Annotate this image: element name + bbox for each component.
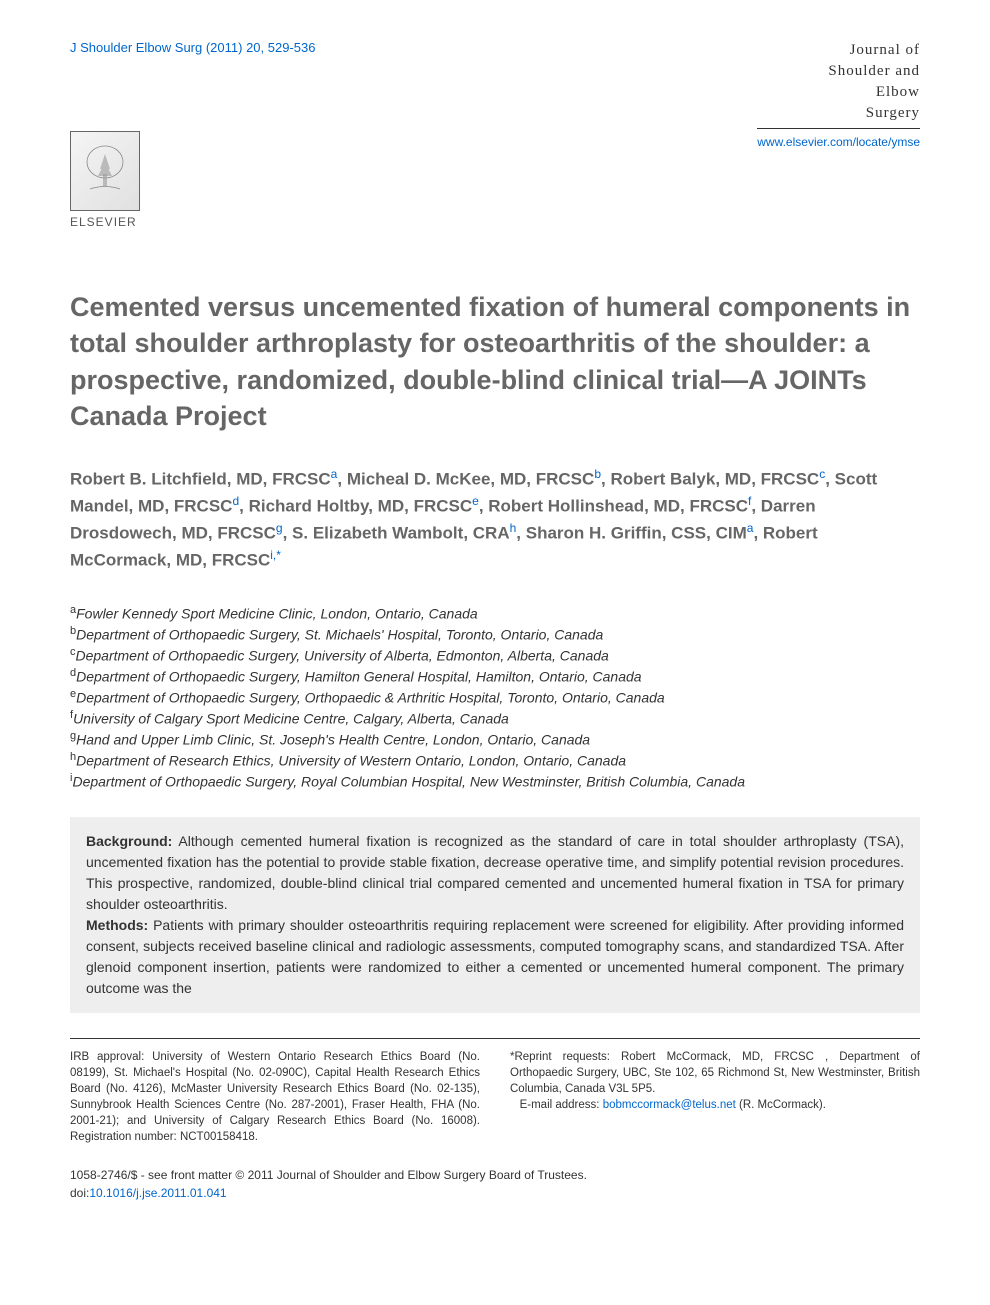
- author-affiliation-marker: e: [472, 494, 479, 508]
- affiliation-line: gHand and Upper Limb Clinic, St. Joseph'…: [70, 729, 920, 750]
- citation-text: J Shoulder Elbow Surg (2011) 20, 529-536: [70, 40, 315, 55]
- journal-url-link[interactable]: www.elsevier.com/locate/ymse: [757, 135, 920, 149]
- irb-approval-text: IRB approval: University of Western Onta…: [70, 1049, 480, 1146]
- publication-info: 1058-2746/$ - see front matter © 2011 Jo…: [70, 1166, 920, 1202]
- journal-title: Journal of Shoulder and Elbow Surgery: [757, 40, 920, 129]
- author-affiliation-marker: a: [747, 521, 754, 535]
- doi-line: doi:10.1016/j.jse.2011.01.041: [70, 1184, 920, 1202]
- affiliation-line: aFowler Kennedy Sport Medicine Clinic, L…: [70, 603, 920, 624]
- author-affiliation-marker: c: [819, 467, 825, 481]
- methods-label: Methods:: [86, 917, 148, 933]
- affiliation-marker: a: [70, 604, 76, 616]
- background-label: Background:: [86, 833, 172, 849]
- author-affiliation-marker: i,*: [270, 548, 281, 562]
- author-name: Sharon H. Griffin, CSS, CIM: [526, 524, 747, 543]
- affiliation-marker: i: [70, 772, 72, 784]
- elsevier-logo-container: ELSEVIER: [70, 131, 140, 229]
- background-text: Although cemented humeral fixation is re…: [86, 833, 904, 912]
- affiliation-marker: b: [70, 625, 76, 637]
- issn-copyright: 1058-2746/$ - see front matter © 2011 Jo…: [70, 1166, 920, 1184]
- author-name: S. Elizabeth Wambolt, CRA: [292, 524, 510, 543]
- author-affiliation-marker: g: [276, 521, 283, 535]
- author-name: Robert Balyk, MD, FRCSC: [610, 469, 819, 488]
- author-name: Robert Hollinshead, MD, FRCSC: [488, 497, 748, 516]
- affiliation-marker: g: [70, 730, 76, 742]
- affiliation-line: fUniversity of Calgary Sport Medicine Ce…: [70, 708, 920, 729]
- methods-text: Patients with primary shoulder osteoarth…: [86, 917, 904, 996]
- reprint-contact: *Reprint requests: Robert McCormack, MD,…: [510, 1049, 920, 1146]
- affiliation-line: hDepartment of Research Ethics, Universi…: [70, 750, 920, 771]
- affiliation-marker: h: [70, 751, 76, 763]
- journal-identity: Journal of Shoulder and Elbow Surgery ww…: [757, 40, 920, 151]
- journal-line: Journal of: [850, 42, 920, 58]
- affiliation-marker: c: [70, 646, 76, 658]
- author-affiliation-marker: h: [510, 521, 517, 535]
- affiliation-line: dDepartment of Orthopaedic Surgery, Hami…: [70, 666, 920, 687]
- reprint-text: *Reprint requests: Robert McCormack, MD,…: [510, 1051, 920, 1095]
- doi-prefix: doi:: [70, 1186, 89, 1200]
- elsevier-tree-icon: [70, 131, 140, 211]
- email-label: E-mail address:: [520, 1099, 603, 1111]
- author-name: Robert B. Litchfield, MD, FRCSC: [70, 469, 331, 488]
- email-suffix: (R. McCormack).: [736, 1099, 826, 1111]
- author-affiliation-marker: d: [232, 494, 239, 508]
- doi-link[interactable]: 10.1016/j.jse.2011.01.041: [89, 1186, 226, 1200]
- affiliation-line: iDepartment of Orthopaedic Surgery, Roya…: [70, 771, 920, 792]
- author-affiliation-marker: f: [748, 494, 751, 508]
- affiliation-line: cDepartment of Orthopaedic Surgery, Univ…: [70, 645, 920, 666]
- author-name: Richard Holtby, MD, FRCSC: [249, 497, 473, 516]
- author-name: Micheal D. McKee, MD, FRCSC: [347, 469, 595, 488]
- affiliation-marker: f: [70, 709, 73, 721]
- affiliation-marker: d: [70, 667, 76, 679]
- author-list: Robert B. Litchfield, MD, FRCSCa, Michea…: [70, 465, 920, 574]
- journal-line: Elbow: [876, 84, 920, 100]
- abstract-box: Background: Although cemented humeral fi…: [70, 817, 920, 1013]
- footer-notes: IRB approval: University of Western Onta…: [70, 1038, 920, 1146]
- journal-line: Shoulder and: [828, 63, 920, 79]
- author-affiliation-marker: b: [594, 467, 601, 481]
- affiliation-list: aFowler Kennedy Sport Medicine Clinic, L…: [70, 603, 920, 792]
- journal-line: Surgery: [866, 105, 920, 121]
- publisher-label: ELSEVIER: [70, 215, 140, 229]
- affiliation-line: bDepartment of Orthopaedic Surgery, St. …: [70, 624, 920, 645]
- affiliation-marker: e: [70, 688, 76, 700]
- corresponding-email-link[interactable]: bobmccormack@telus.net: [603, 1099, 736, 1111]
- article-title: Cemented versus uncemented fixation of h…: [70, 289, 920, 435]
- author-affiliation-marker: a: [331, 467, 338, 481]
- affiliation-line: eDepartment of Orthopaedic Surgery, Orth…: [70, 687, 920, 708]
